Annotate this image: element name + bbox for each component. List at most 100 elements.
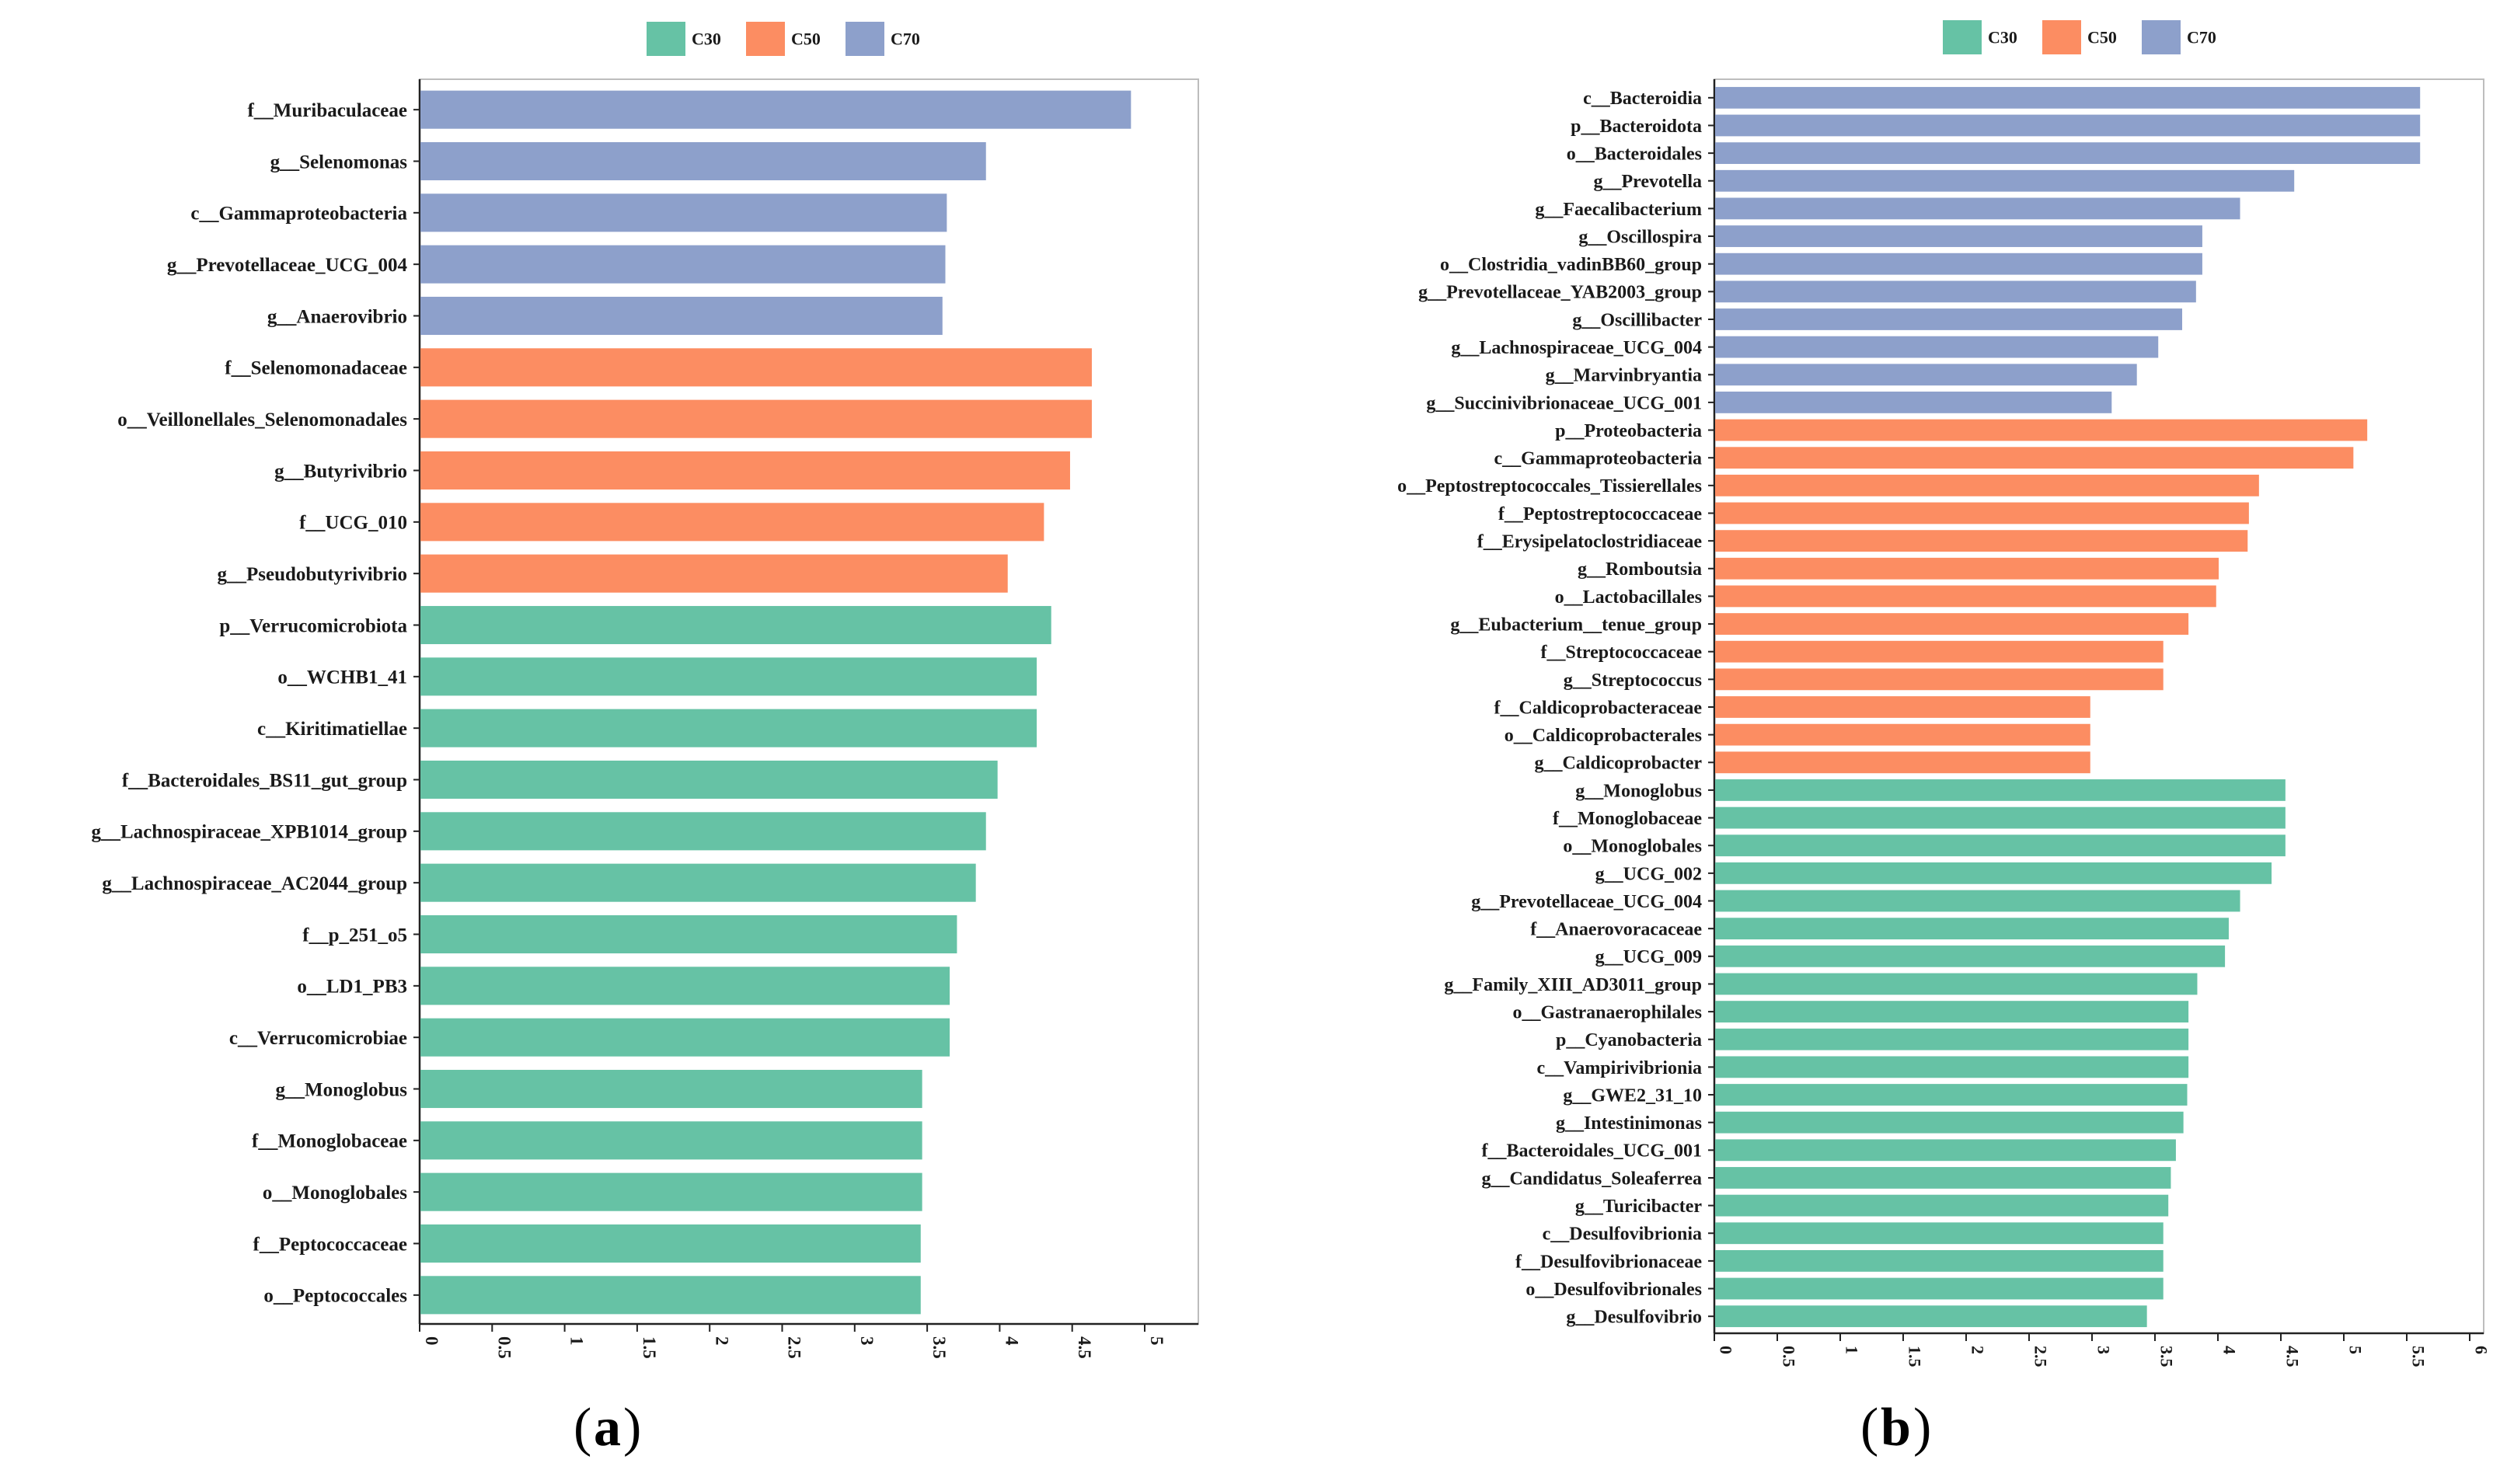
category-label: o__WCHB1_41: [277, 667, 407, 688]
category-label: o__Peptostreptococcales_Tissierellales: [1397, 476, 1702, 496]
category-label: p__Proteobacteria: [1555, 421, 1702, 441]
category-label: g__Oscillibacter: [1572, 310, 1702, 330]
caption-b-open: (: [1860, 1398, 1878, 1458]
x-tick-label: 2: [712, 1336, 731, 1346]
category-label: g__Romboutsia: [1578, 559, 1702, 580]
legend-swatch-c70: [846, 22, 884, 56]
legend-swatch-c50: [746, 22, 785, 56]
category-label: c__Verrucomicrobiae: [229, 1028, 407, 1049]
bar-c30: [420, 657, 1037, 696]
legend-label-c70: C70: [2187, 28, 2216, 47]
category-label: f__UCG_010: [299, 513, 407, 534]
bar-c30: [1715, 1084, 2188, 1106]
legend-label-c30: C30: [1988, 28, 2017, 47]
caption-b-close: ): [1913, 1398, 1931, 1458]
category-label: g__UCG_002: [1595, 864, 1702, 884]
category-label: f__Selenomonadaceae: [225, 358, 407, 379]
category-label: f__Monoglobaceae: [1553, 809, 1702, 829]
bar-c30: [420, 863, 976, 902]
bar-c70: [420, 141, 986, 181]
bar-c30: [1715, 1056, 2189, 1078]
bar-c50: [420, 348, 1092, 387]
x-tick-label: 5.5: [2409, 1346, 2429, 1367]
category-label: g__Eubacterium__tenue_group: [1450, 615, 1702, 635]
category-label: o__Clostridia_vadinBB60_group: [1440, 255, 1702, 275]
bar-c30: [420, 914, 957, 954]
bar-c30: [1715, 890, 2240, 912]
category-label: g__Turicibacter: [1575, 1197, 1702, 1217]
bar-c70: [1715, 392, 2112, 413]
category-label: f__Bacteroidales_UCG_001: [1481, 1141, 1702, 1162]
bar-c50: [1715, 474, 2259, 496]
category-label: o__Monoglobales: [1563, 837, 1702, 857]
category-label: c__Vampirivibrionia: [1537, 1058, 1702, 1078]
bar-c30: [420, 967, 950, 1005]
x-tick-label: 1: [1843, 1346, 1862, 1354]
bar-c50: [420, 399, 1092, 438]
x-tick-label: 4.5: [2283, 1346, 2303, 1367]
x-tick-label: 3.5: [2157, 1346, 2177, 1367]
category-label: f__Caldicoprobacteraceae: [1494, 698, 1703, 718]
bar-c30: [1715, 1001, 2189, 1022]
category-label: g__Oscillospira: [1578, 227, 1702, 247]
category-label: g__Marvinbryantia: [1546, 366, 1702, 386]
x-tick-label: 5: [1147, 1336, 1166, 1346]
category-label: g__Intestinimonas: [1556, 1113, 1702, 1134]
category-label: o__Desulfovibrionales: [1525, 1280, 1702, 1300]
bar-c50: [1715, 557, 2219, 580]
bar-c70: [1715, 197, 2240, 220]
bar-c50: [420, 451, 1070, 490]
bar-c50: [1715, 668, 2164, 691]
category-label: g__Desulfovibrio: [1566, 1308, 1702, 1328]
category-label: g__Prevotellaceae_YAB2003_group: [1418, 283, 1702, 303]
category-label: g__GWE2_31_10: [1563, 1085, 1702, 1106]
bar-c70: [420, 90, 1131, 129]
x-tick-label: 2: [1968, 1346, 1988, 1354]
legend-swatch-c30: [647, 22, 685, 56]
bar-c50: [1715, 419, 2368, 441]
category-label: c__Gammaproteobacteria: [190, 204, 407, 225]
category-label: f__Erysipelatoclostridiaceae: [1477, 532, 1703, 552]
category-label: c__Desulfovibrionia: [1543, 1224, 1702, 1245]
caption-a-open: (: [574, 1398, 591, 1458]
category-label: g__Family_XIII_AD3011_group: [1444, 975, 1702, 995]
category-label: f__Streptococcaceae: [1541, 643, 1703, 663]
category-label: o__Peptococcales: [263, 1286, 407, 1307]
category-label: f__Bacteroidales_BS11_gut_group: [122, 770, 407, 791]
bar-c70: [1715, 253, 2202, 275]
bar-c30: [1715, 1305, 2147, 1328]
x-tick-label: 2.5: [785, 1336, 804, 1359]
bar-c50: [1715, 723, 2090, 746]
legend-label-c50: C50: [791, 30, 821, 49]
category-label: f__Muribaculaceae: [247, 100, 407, 121]
category-label: g__Prevotellaceae_UCG_004: [167, 255, 408, 276]
bar-c70: [1715, 142, 2421, 165]
bar-c30: [1715, 806, 2286, 829]
bar-c70: [1715, 280, 2196, 303]
bar-c30: [1715, 1167, 2171, 1189]
bar-c30: [420, 1069, 922, 1109]
category-label: f__Anaerovoracaceae: [1530, 920, 1702, 940]
category-label: f__Peptostreptococcaceae: [1498, 504, 1702, 524]
bar-c70: [1715, 364, 2137, 386]
x-tick-label: 2.5: [2031, 1346, 2051, 1367]
x-tick-label: 3: [857, 1336, 877, 1346]
x-tick-label: 0.5: [1780, 1346, 1799, 1367]
bar-c50: [420, 554, 1008, 593]
bar-c70: [420, 245, 946, 284]
bar-c30: [1715, 834, 2286, 857]
bar-c50: [1715, 530, 2248, 552]
legend-label-c70: C70: [891, 30, 920, 49]
bar-c50: [1715, 751, 2090, 774]
category-label: g__Prevotella: [1593, 172, 1702, 192]
x-tick-label: 4: [1002, 1336, 1021, 1346]
chart-panel-b: c__Bacteroidia p__Bacteroidota o__Bacteroi…: [1397, 20, 2491, 1367]
x-tick-label: 0: [422, 1336, 441, 1346]
bar-c50: [1715, 640, 2164, 663]
bar-c70: [1715, 225, 2202, 247]
category-label: o__Gastranaerophilales: [1512, 1002, 1702, 1022]
bar-c30: [1715, 973, 2198, 995]
category-label: g__Prevotellaceae_UCG_004: [1471, 892, 1702, 912]
bar-c30: [1715, 862, 2272, 884]
